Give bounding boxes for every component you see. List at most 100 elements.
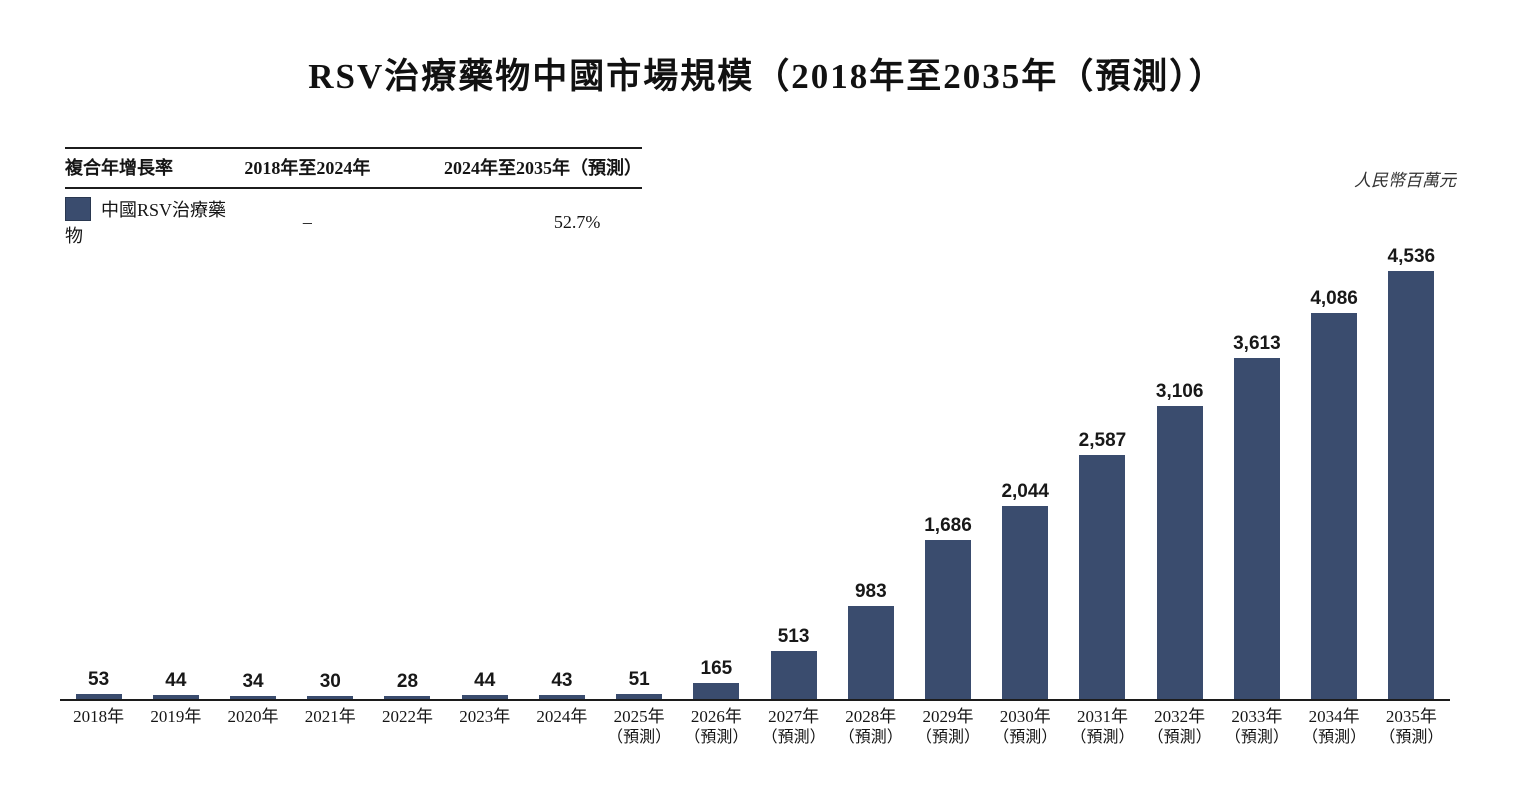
- bar-column: 43: [523, 670, 600, 699]
- x-tick-label: 2031年 （預測）: [1064, 701, 1141, 749]
- bar-column: 30: [292, 670, 369, 699]
- x-tick-label: 2018年: [60, 701, 137, 749]
- x-tick-year: 2023年: [459, 707, 511, 726]
- bar-column: 28: [369, 671, 446, 699]
- bar-value-label: 43: [551, 669, 573, 691]
- x-axis-labels: 2018年 2019年 2020年 2021年 2022年 2023年 2024年 2025年…: [60, 701, 1450, 749]
- bar: [384, 695, 431, 699]
- bar: [1079, 454, 1126, 699]
- bar-column: 165: [678, 658, 755, 699]
- bar: [461, 694, 508, 699]
- bar-column: 2,587: [1064, 430, 1141, 699]
- bar-value-label: 44: [165, 669, 187, 691]
- bar-value-label: 44: [474, 669, 496, 691]
- x-tick-year: 2019年: [150, 707, 202, 726]
- x-tick-year: 2026年: [690, 707, 742, 726]
- x-tick-label: 2035年 （預測）: [1373, 701, 1450, 749]
- page-title: RSV治療藥物中國市場規模（2018年至2035年（預測））: [308, 57, 1226, 96]
- bar-column: 51: [601, 669, 678, 699]
- bar-value-label: 513: [777, 625, 810, 647]
- bar-column: 44: [137, 670, 214, 699]
- x-tick-label: 2026年 （預測）: [678, 701, 755, 749]
- cagr-value-period1: –: [302, 211, 312, 232]
- bar: [616, 694, 663, 699]
- bar-value-label: 2,587: [1078, 429, 1127, 451]
- x-tick-year: 2027年: [768, 707, 820, 726]
- x-tick-label: 2027年 （預測）: [755, 701, 832, 749]
- x-tick-forecast-note: （預測）: [1147, 729, 1212, 747]
- x-tick-label: 2028年 （預測）: [832, 701, 909, 749]
- x-tick-forecast-note: （預測）: [1224, 729, 1289, 747]
- x-tick-label: 2032年 （預測）: [1141, 701, 1218, 749]
- bar: [75, 694, 122, 699]
- bar-value-label: 2,044: [1001, 481, 1049, 503]
- cagr-header-metric: 複合年增長率: [65, 158, 173, 178]
- bar: [538, 694, 585, 699]
- bar-value-label: 3,106: [1155, 380, 1204, 402]
- x-tick-label: 2020年: [214, 701, 291, 749]
- cagr-table-header: 複合年增長率 2018年至2024年 2024年至2035年（預測）: [65, 147, 642, 189]
- x-tick-label: 2029年 （預測）: [909, 701, 986, 749]
- x-tick-year: 2029年: [922, 707, 974, 726]
- bar: [1156, 405, 1203, 699]
- bar-column: 513: [755, 626, 832, 699]
- series-name: 中國RSV治療藥物: [65, 200, 227, 246]
- cagr-table: 複合年增長率 2018年至2024年 2024年至2035年（預測） 中國RSV…: [65, 147, 642, 248]
- bar-column: 44: [446, 670, 523, 699]
- bar-column: 4,086: [1296, 288, 1373, 699]
- bar-value-label: 30: [319, 670, 341, 692]
- x-tick-year: 2030年: [999, 707, 1051, 726]
- x-tick-year: 2018年: [73, 707, 125, 726]
- x-tick-year: 2021年: [304, 707, 356, 726]
- x-tick-label: 2033年 （預測）: [1218, 701, 1295, 749]
- bar: [925, 539, 972, 699]
- legend-swatch-icon: [65, 197, 91, 221]
- x-tick-forecast-note: （預測）: [1379, 729, 1444, 747]
- bar-column: 1,686: [909, 515, 986, 699]
- x-tick-label: 2021年: [292, 701, 369, 749]
- x-tick-forecast-note: （預測）: [916, 729, 981, 747]
- bar-value-label: 34: [242, 670, 264, 692]
- bar-value-label: 4,536: [1387, 245, 1436, 267]
- bar-value-label: 51: [628, 669, 650, 691]
- bar-column: 3,106: [1141, 381, 1218, 699]
- x-tick-forecast-note: （預測）: [838, 729, 903, 747]
- bar-column: 2,044: [987, 481, 1064, 699]
- bar: [1311, 313, 1358, 699]
- x-tick-year: 2028年: [845, 707, 897, 726]
- bar-value-label: 4,086: [1310, 288, 1358, 310]
- x-tick-label: 2024年: [523, 701, 600, 749]
- bar: [693, 683, 740, 699]
- x-tick-year: 2024年: [536, 707, 588, 726]
- bar-column: 983: [832, 581, 909, 699]
- x-tick-forecast-note: （預測）: [607, 729, 672, 747]
- bar: [1233, 358, 1280, 699]
- x-tick-label: 2023年: [446, 701, 523, 749]
- unit-label: 人民幣百萬元: [1354, 171, 1456, 190]
- x-tick-year: 2035年: [1385, 707, 1437, 726]
- bar: [1002, 506, 1049, 699]
- bar: [770, 650, 817, 699]
- bar-value-label: 983: [854, 581, 887, 603]
- bar: [847, 606, 894, 699]
- cagr-header-period2: 2024年至2035年（預測）: [443, 158, 642, 178]
- x-tick-year: 2034年: [1308, 707, 1360, 726]
- x-tick-label: 2030年 （預測）: [987, 701, 1064, 749]
- bar-column: 34: [214, 670, 291, 699]
- bar-chart: 53 44 34 30 28 44 43 51 165 513 983 1,686 2,044 2,587…: [60, 246, 1450, 749]
- x-tick-year: 2031年: [1076, 707, 1128, 726]
- bar-column: 3,613: [1218, 333, 1295, 699]
- cagr-table-row: 中國RSV治療藥物 – 52.7%: [65, 189, 642, 248]
- bar: [152, 694, 199, 699]
- x-tick-forecast-note: （預測）: [684, 729, 749, 747]
- bar-value-label: 53: [88, 669, 110, 690]
- x-tick-forecast-note: （預測）: [761, 729, 826, 747]
- cagr-header-period1: 2018年至2024年: [244, 158, 371, 178]
- x-tick-label: 2022年: [369, 701, 446, 749]
- x-tick-year: 2025年: [613, 707, 665, 726]
- bar: [307, 695, 354, 699]
- cagr-value-period2: 52.7%: [553, 211, 601, 232]
- bar: [230, 695, 277, 699]
- series-legend: 中國RSV治療藥物: [65, 196, 232, 248]
- x-tick-year: 2020年: [227, 707, 279, 726]
